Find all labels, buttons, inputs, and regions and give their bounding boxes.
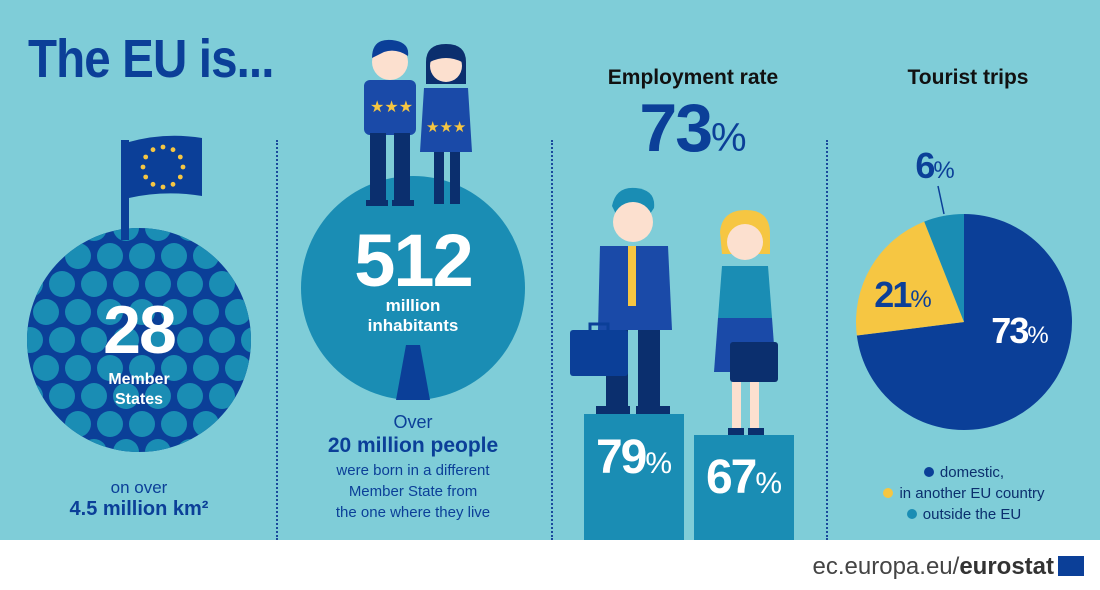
podium-men (584, 414, 684, 540)
pie-slice-2 (924, 214, 964, 322)
population-unit: million (385, 296, 441, 315)
pie-label-eu: 21% (858, 274, 948, 324)
pie-label-outside-sign: % (933, 157, 955, 184)
member-states-label-line2: States (114, 391, 164, 408)
illustrations: ★★★ ★★★ (27, 39, 1072, 540)
divider-1 (276, 140, 278, 540)
member-states-count: 28 (103, 292, 177, 368)
pie-label-domestic-value: 73 (991, 310, 1029, 351)
pie-slice-1 (855, 221, 964, 336)
pie-label-domestic: 73% (975, 310, 1065, 360)
footer-url-prefix: ec.europa.eu/ (812, 553, 960, 580)
eu-flag-icon (121, 135, 202, 240)
population-over: Over (393, 412, 433, 432)
population-count: 512 (354, 219, 473, 302)
area-prefix: on over (110, 478, 168, 497)
employment-women-value: 67 (705, 451, 757, 504)
employment-women-sign: % (755, 467, 783, 500)
pie-label-eu-value: 21 (874, 274, 912, 315)
tourism-title: Tourist trips (907, 66, 1029, 89)
tourist-trips-pie-chart (855, 185, 1072, 431)
pie-label-eu-sign: % (910, 286, 932, 313)
footer-url[interactable]: ec.europa.eu/eurostat (813, 553, 1054, 581)
legend-eu-country-swatch (883, 488, 894, 498)
divider-2 (551, 140, 553, 540)
population-label: inhabitants (367, 316, 459, 335)
podium-women (694, 435, 794, 540)
eu-flag-logo-icon (1058, 556, 1084, 576)
legend-domestic-label: domestic, (939, 464, 1005, 481)
legend-eu-country: in another EU country (829, 485, 1099, 505)
employment-women: 67% (694, 450, 794, 517)
pie-pointer-line (937, 185, 945, 215)
born-abroad-desc-1: were born in a different (336, 462, 490, 479)
legend-domestic: domestic, (829, 464, 1099, 484)
footer-url-bold: eurostat (959, 553, 1054, 580)
svg-text:★★★: ★★★ (426, 118, 466, 136)
employment-men-value: 79 (595, 431, 647, 484)
pie-label-outside-value: 6 (915, 145, 935, 186)
pie-label-domestic-sign: % (1027, 322, 1049, 349)
employment-title: Employment rate (607, 66, 779, 89)
woman-figure-icon (714, 210, 778, 435)
employment-overall-sign: % (711, 116, 747, 160)
member-states-label-line1: Member (108, 371, 170, 388)
boy-figure-icon: ★★★ (364, 39, 416, 206)
svg-text:★★★: ★★★ (370, 97, 413, 116)
employment-overall-value: 73 (639, 90, 713, 166)
population-circle (301, 176, 525, 400)
pie-label-outside: 6% (895, 145, 975, 195)
girl-figure-icon: ★★★ (420, 44, 472, 204)
legend-domestic-swatch (923, 467, 934, 477)
born-abroad-count: 20 million people (327, 434, 499, 457)
man-figure-icon (570, 187, 672, 414)
employment-men: 79% (584, 430, 684, 497)
legend-outside: outside the EU (829, 506, 1099, 526)
divider-3 (826, 140, 828, 540)
pie-slice-0 (856, 214, 1072, 431)
employment-overall: 73% (603, 92, 783, 183)
born-abroad-desc-3: the one where they live (335, 504, 491, 521)
main-title: The EU is... (28, 29, 274, 89)
employment-men-sign: % (645, 447, 673, 480)
area-value: 4.5 million km² (69, 498, 209, 520)
legend-outside-swatch (906, 509, 917, 519)
legend-eu-country-label: in another EU country (899, 485, 1045, 502)
legend-outside-label: outside the EU (922, 506, 1022, 523)
born-abroad-desc-2: Member State from (348, 483, 478, 500)
